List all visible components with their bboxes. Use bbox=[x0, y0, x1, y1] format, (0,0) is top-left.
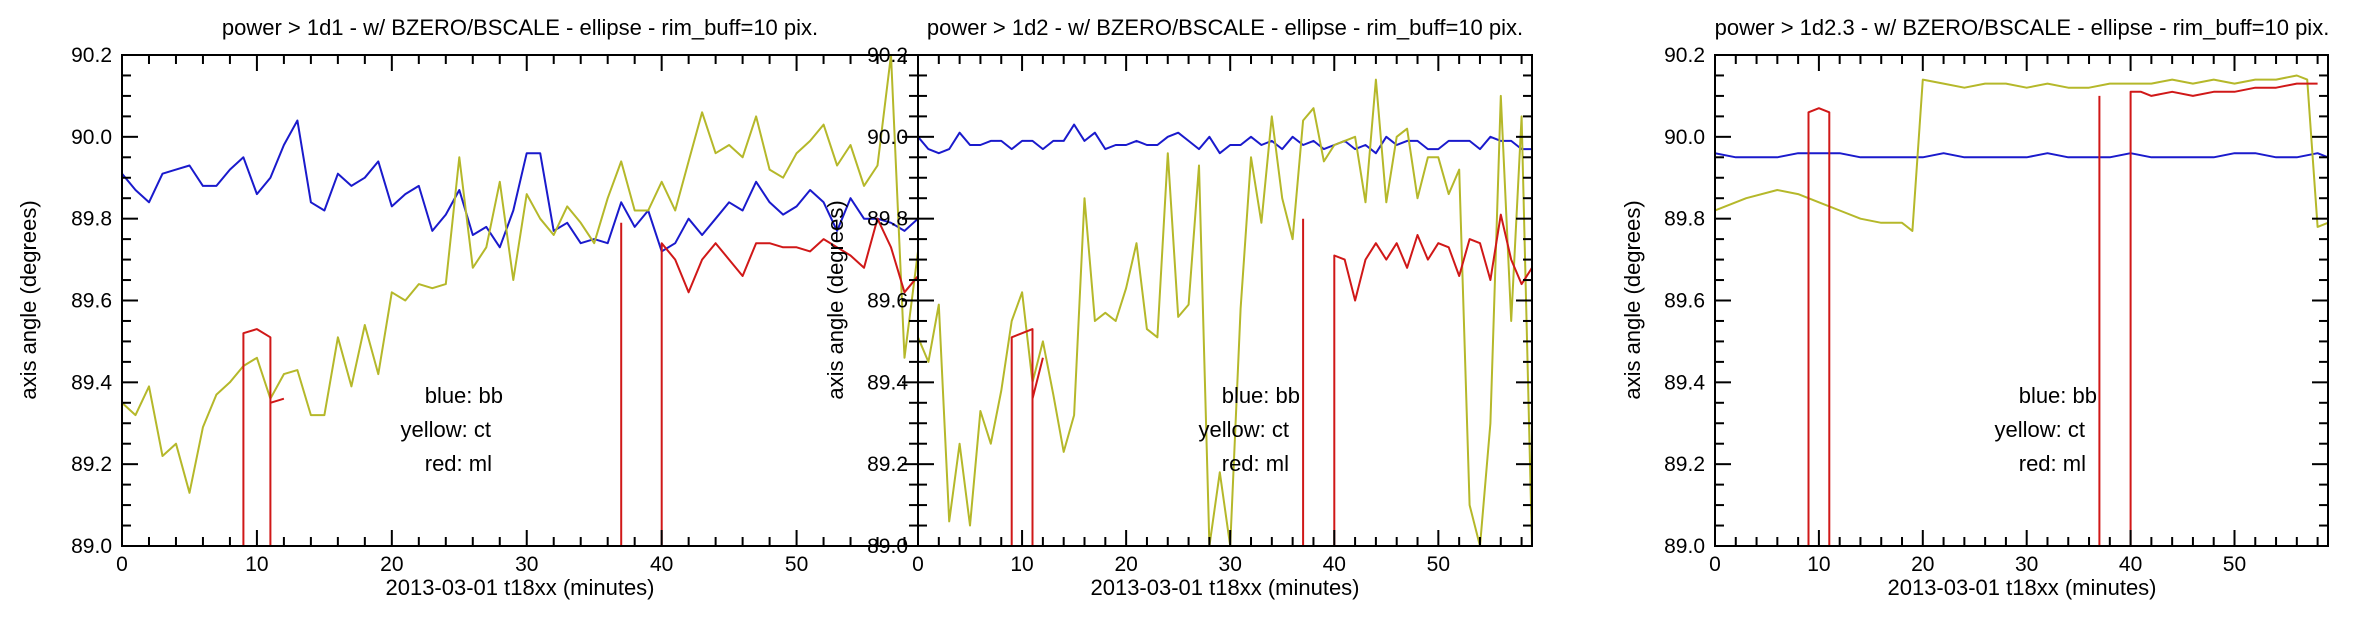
x-axis-label: 2013-03-01 t18xx (minutes) bbox=[385, 575, 654, 600]
plot-area: 0 10 20 30 40 50 89.0 89.2 89.4 89.6 89.8 90.0 90.2 bbox=[867, 44, 1533, 576]
plot-area: 0 10 20 30 40 50 89.0 89.2 89.4 89.6 89.8 90.0 90.2 bbox=[1664, 44, 2329, 576]
series-line-yellow bbox=[1715, 74, 2328, 232]
x-tick-label: 20 bbox=[380, 553, 403, 576]
y-tick-label: 89.6 bbox=[71, 290, 112, 313]
y-tick-label: 89.8 bbox=[1664, 208, 1705, 231]
y-tick-label: 89.2 bbox=[1664, 453, 1705, 476]
legend-entry-ct: yellow: ct bbox=[1995, 417, 2085, 442]
y-tick-label: 89.0 bbox=[1664, 535, 1705, 558]
series-line-blue bbox=[918, 123, 1532, 155]
x-tick-label: 0 bbox=[116, 553, 128, 576]
x-tick-label: 20 bbox=[1114, 553, 1137, 576]
y-tick-label: 89.0 bbox=[71, 535, 112, 558]
y-tick-label: 90.2 bbox=[867, 44, 908, 67]
series-line-yellow bbox=[122, 55, 918, 494]
legend-entry-ct: yellow: ct bbox=[401, 417, 491, 442]
series-line-blue bbox=[122, 119, 918, 253]
y-tick-label: 89.4 bbox=[1664, 371, 1705, 394]
x-tick-label: 50 bbox=[785, 553, 808, 576]
y-tick-label: 89.0 bbox=[867, 535, 908, 558]
chart-panel-2: power > 1d2 - w/ BZERO/BSCALE - ellipse … bbox=[823, 15, 1533, 600]
y-tick-label: 90.2 bbox=[1664, 44, 1705, 67]
y-tick-label: 90.0 bbox=[867, 126, 908, 149]
x-tick-label: 40 bbox=[1323, 553, 1346, 576]
legend-entry-bb: blue: bb bbox=[1222, 383, 1300, 408]
chart-title: power > 1d1 - w/ BZERO/BSCALE - ellipse … bbox=[222, 15, 818, 40]
x-tick-label: 10 bbox=[1010, 553, 1033, 576]
x-tick-label: 50 bbox=[2223, 553, 2246, 576]
y-tick-label: 89.8 bbox=[71, 208, 112, 231]
series-line-red bbox=[1807, 82, 2318, 546]
chart-panel-3: power > 1d2.3 - w/ BZERO/BSCALE - ellips… bbox=[1620, 15, 2329, 600]
plot-frame bbox=[121, 54, 919, 547]
x-axis-label: 2013-03-01 t18xx (minutes) bbox=[1887, 575, 2156, 600]
y-tick-label: 89.6 bbox=[1664, 290, 1705, 313]
chart-panel-1: power > 1d1 - w/ BZERO/BSCALE - ellipse … bbox=[16, 15, 919, 600]
series-line-blue bbox=[1715, 152, 2328, 159]
y-tick-label: 90.2 bbox=[71, 44, 112, 67]
x-tick-label: 50 bbox=[1427, 553, 1450, 576]
y-axis-label: axis angle (degrees) bbox=[1620, 200, 1645, 399]
plot-area: 0 10 20 30 40 50 89.0 89.2 89.4 89.6 89.8 90.0 90.2 bbox=[71, 44, 919, 576]
y-tick-label: 89.4 bbox=[71, 371, 112, 394]
legend-entry-ml: red: ml bbox=[1222, 451, 1289, 476]
x-tick-label: 10 bbox=[1807, 553, 1830, 576]
series-line-red bbox=[1010, 213, 1532, 546]
x-tick-label: 40 bbox=[650, 553, 673, 576]
x-axis-label: 2013-03-01 t18xx (minutes) bbox=[1090, 575, 1359, 600]
x-tick-label: 40 bbox=[2119, 553, 2142, 576]
y-tick-label: 90.0 bbox=[71, 126, 112, 149]
x-tick-label: 30 bbox=[515, 553, 538, 576]
y-tick-label: 89.6 bbox=[867, 290, 908, 313]
legend-entry-ml: red: ml bbox=[425, 451, 492, 476]
y-tick-label: 89.2 bbox=[71, 453, 112, 476]
series-line-red bbox=[242, 217, 918, 546]
chart-title: power > 1d2 - w/ BZERO/BSCALE - ellipse … bbox=[927, 15, 1523, 40]
legend-entry-ct: yellow: ct bbox=[1199, 417, 1289, 442]
x-tick-label: 30 bbox=[1219, 553, 1242, 576]
y-axis-label: axis angle (degrees) bbox=[16, 200, 41, 399]
y-tick-label: 90.0 bbox=[1664, 126, 1705, 149]
chart-title: power > 1d2.3 - w/ BZERO/BSCALE - ellips… bbox=[1715, 15, 2330, 40]
legend-entry-bb: blue: bb bbox=[425, 383, 503, 408]
y-tick-label: 89.4 bbox=[867, 371, 908, 394]
x-tick-label: 20 bbox=[1911, 553, 1934, 576]
legend-entry-ml: red: ml bbox=[2019, 451, 2086, 476]
legend-entry-bb: blue: bb bbox=[2019, 383, 2097, 408]
y-tick-label: 89.8 bbox=[867, 208, 908, 231]
x-tick-label: 0 bbox=[912, 553, 924, 576]
x-tick-label: 10 bbox=[245, 553, 268, 576]
y-axis-label: axis angle (degrees) bbox=[823, 200, 848, 399]
series-line-yellow bbox=[918, 78, 1532, 546]
x-tick-label: 0 bbox=[1709, 553, 1721, 576]
x-tick-label: 30 bbox=[2015, 553, 2038, 576]
y-tick-label: 89.2 bbox=[867, 453, 908, 476]
